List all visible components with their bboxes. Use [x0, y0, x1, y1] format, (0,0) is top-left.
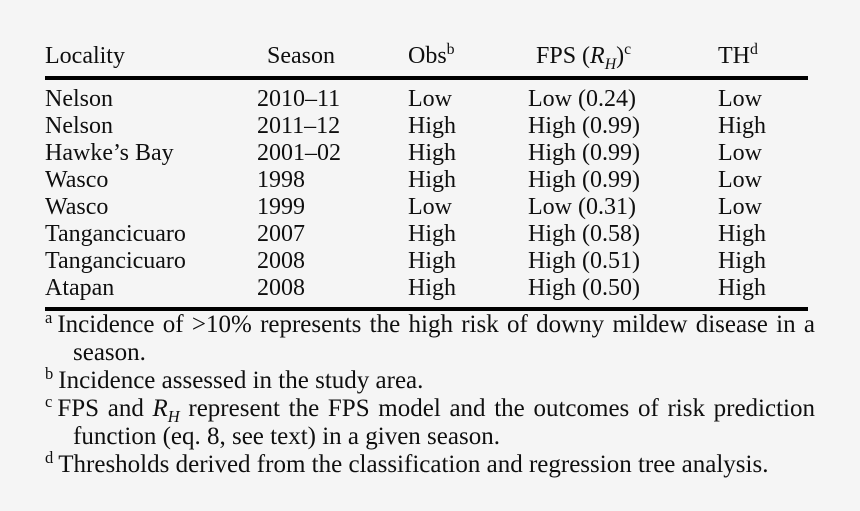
- cell-season: 1998: [257, 167, 305, 193]
- cell-obs: High: [408, 275, 456, 301]
- cell-obs: Low: [408, 86, 452, 112]
- footnotes-block: a Incidence of >10% represents the high r…: [45, 307, 815, 479]
- cell-locality: Tangancicuaro: [45, 221, 186, 247]
- cell-locality: Wasco: [45, 194, 109, 220]
- footnote-a-marker: a: [45, 307, 53, 327]
- cell-fps: High (0.51): [528, 248, 640, 274]
- footnote-d: d Thresholds derived from the classificat…: [45, 447, 815, 479]
- cell-locality: Nelson: [45, 113, 113, 139]
- cell-obs: Low: [408, 194, 452, 220]
- footnote-a: a Incidence of >10% represents the high r…: [45, 307, 815, 367]
- cell-season: 1999: [257, 194, 305, 220]
- header-obs: Obsb: [408, 27, 528, 80]
- table-row: Atapan 2008 High High (0.50) High: [45, 275, 808, 309]
- cell-fps: High (0.99): [528, 140, 640, 166]
- header-fps: FPS (RH)c: [528, 27, 718, 80]
- header-obs-footnote-marker: b: [446, 41, 455, 58]
- cell-obs: High: [408, 167, 456, 193]
- cell-th: High: [718, 113, 766, 139]
- cell-fps: High (0.99): [528, 167, 640, 193]
- header-locality-label: Locality: [45, 43, 125, 69]
- cell-locality: Wasco: [45, 167, 109, 193]
- footnote-b: b Incidence assessed in the study area.: [45, 363, 815, 395]
- cell-fps: High (0.50): [528, 275, 640, 301]
- header-season-label: Season: [267, 43, 335, 69]
- footnote-c-text-before: FPS and: [57, 395, 153, 422]
- cell-season: 2010–11: [257, 86, 341, 112]
- cell-obs: High: [408, 140, 456, 166]
- footnote-d-marker: d: [45, 447, 54, 467]
- footnote-c-variable: R: [152, 395, 168, 422]
- footnote-c-marker: c: [45, 391, 53, 411]
- header-fps-variable: R: [590, 43, 605, 69]
- table-row: Nelson 2010–11 Low Low (0.24) Low: [45, 78, 808, 113]
- footnote-a-text: Incidence of >10% represents the high ri…: [57, 311, 815, 366]
- cell-season: 2011–12: [257, 113, 341, 139]
- cell-season: 2001–02: [257, 140, 341, 166]
- footnote-c-variable-sub: H: [167, 407, 180, 426]
- header-season: Season: [257, 27, 408, 80]
- header-fps-label: FPS (: [536, 43, 591, 69]
- header-th-footnote-marker: d: [750, 41, 758, 58]
- cell-obs: High: [408, 221, 456, 247]
- footnote-c: c FPS and RH represent the FPS model and …: [45, 391, 815, 451]
- table-row: Tangancicuaro 2007 High High (0.58) High: [45, 221, 808, 248]
- header-fps-variable-sub: H: [604, 55, 617, 73]
- cell-season: 2007: [257, 221, 305, 247]
- footnote-d-text: Thresholds derived from the classificati…: [58, 451, 769, 478]
- cell-th: High: [718, 248, 766, 274]
- footnote-b-text: Incidence assessed in the study area.: [58, 367, 424, 394]
- header-obs-label: Obs: [408, 43, 447, 69]
- cell-th: High: [718, 275, 766, 301]
- cell-locality: Atapan: [45, 275, 115, 301]
- cell-th: Low: [718, 86, 762, 112]
- cell-th: Low: [718, 167, 762, 193]
- table-row: Hawke’s Bay 2001–02 High High (0.99) Low: [45, 140, 808, 167]
- cell-fps: High (0.58): [528, 221, 640, 247]
- table-row: Wasco 1998 High High (0.99) Low: [45, 167, 808, 194]
- cell-locality: Hawke’s Bay: [45, 140, 174, 166]
- header-th: THd: [718, 27, 808, 80]
- cell-obs: High: [408, 113, 456, 139]
- table-row: Wasco 1999 Low Low (0.31) Low: [45, 194, 808, 221]
- cell-th: Low: [718, 194, 762, 220]
- risk-prediction-table: Locality Season Obsb FPS (RH)c THd Nelso…: [45, 27, 808, 311]
- cell-obs: High: [408, 248, 456, 274]
- header-fps-label-close: ): [616, 43, 625, 69]
- cell-locality: Tangancicuaro: [45, 248, 186, 274]
- cell-fps: Low (0.31): [528, 194, 636, 220]
- header-th-label: TH: [718, 43, 750, 69]
- footnote-c-text-after: represent the FPS model and the outcomes…: [73, 395, 815, 450]
- cell-th: Low: [718, 140, 762, 166]
- header-fps-footnote-marker: c: [624, 41, 632, 58]
- cell-fps: Low (0.24): [528, 86, 636, 112]
- cell-season: 2008: [257, 275, 305, 301]
- table-row: Tangancicuaro 2008 High High (0.51) High: [45, 248, 808, 275]
- cell-fps: High (0.99): [528, 113, 640, 139]
- table-row: Nelson 2011–12 High High (0.99) High: [45, 113, 808, 140]
- cell-th: High: [718, 221, 766, 247]
- cell-season: 2008: [257, 248, 305, 274]
- table-header-row: Locality Season Obsb FPS (RH)c THd: [45, 27, 808, 80]
- footnote-b-marker: b: [45, 363, 54, 383]
- cell-locality: Nelson: [45, 86, 113, 112]
- header-locality: Locality: [45, 27, 257, 80]
